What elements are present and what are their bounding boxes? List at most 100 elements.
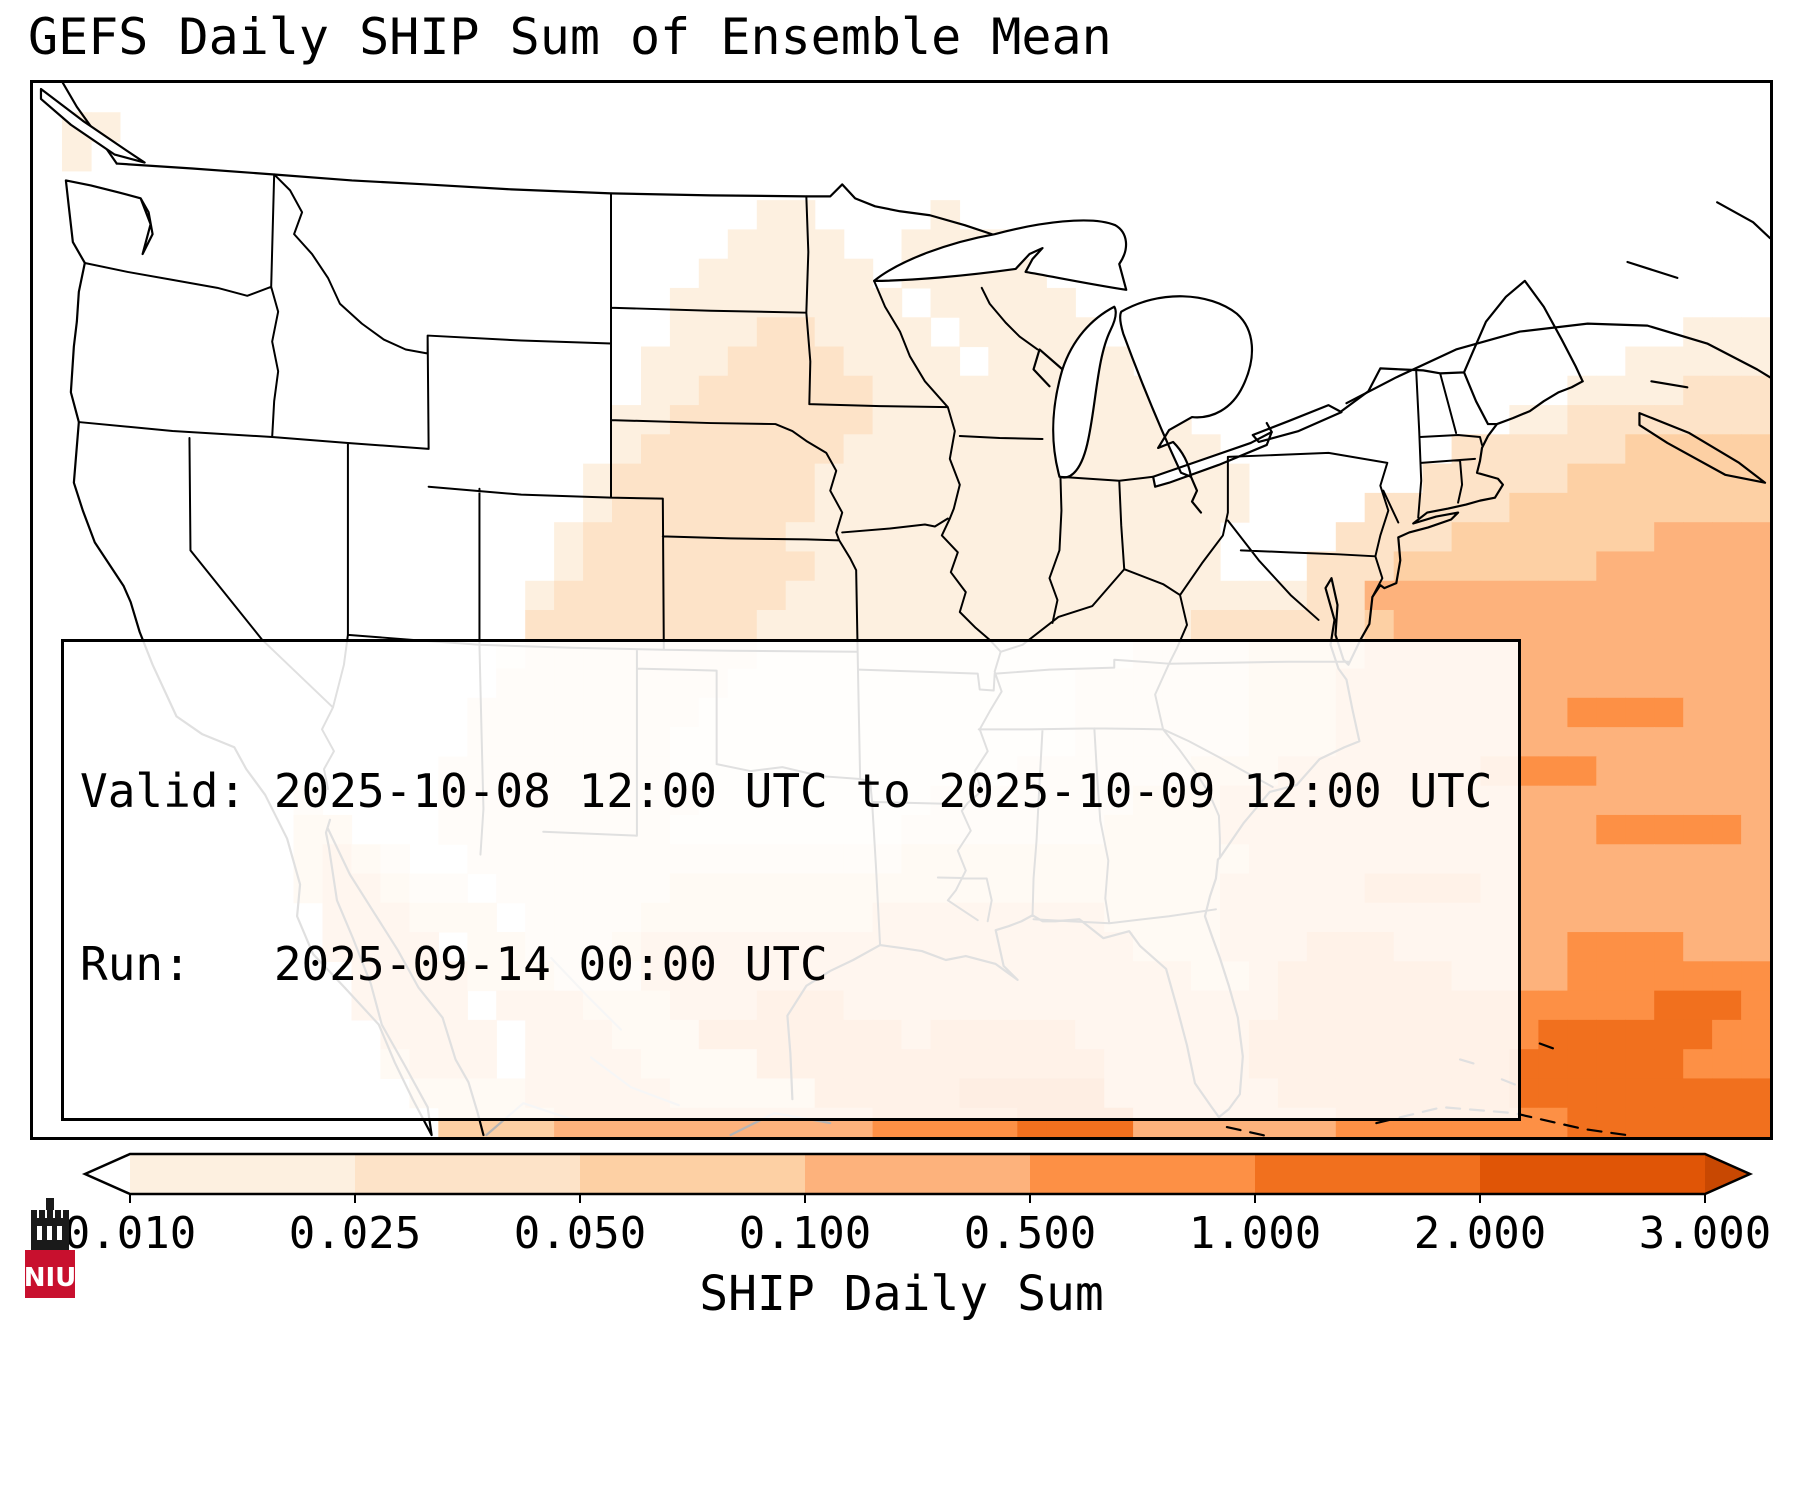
heat-cell xyxy=(1741,932,1770,962)
heat-cell xyxy=(988,580,1018,611)
heat-cell xyxy=(1393,580,1424,611)
heat-cell xyxy=(1625,785,1655,816)
heat-cell xyxy=(1741,697,1770,728)
heat-cell xyxy=(1654,814,1684,845)
heat-cell xyxy=(1712,580,1742,611)
heat-cell xyxy=(814,405,845,435)
heat-cell xyxy=(930,463,961,494)
heat-cell xyxy=(785,434,816,465)
heat-cell xyxy=(1451,610,1482,640)
heat-cell xyxy=(1654,639,1684,670)
heat-cell xyxy=(814,375,845,406)
heat-cell xyxy=(930,375,961,406)
heat-cell xyxy=(612,434,642,465)
heat-cell xyxy=(1451,463,1482,494)
heat-cell xyxy=(988,317,1018,348)
heat-cell xyxy=(1712,1078,1742,1109)
heat-cell xyxy=(1741,610,1770,640)
heat-cell xyxy=(1712,405,1742,435)
heat-cell xyxy=(669,551,700,582)
heat-cell xyxy=(1712,1049,1742,1080)
heat-cell xyxy=(930,551,961,582)
heat-cell xyxy=(1567,434,1597,465)
heat-cell xyxy=(1625,1049,1655,1080)
heat-cell xyxy=(988,463,1018,494)
heat-cell xyxy=(1538,668,1568,699)
heat-cell xyxy=(1538,580,1568,611)
colorbar-segment xyxy=(1030,1154,1255,1194)
heat-cell xyxy=(1509,551,1539,582)
heat-cell xyxy=(698,434,729,465)
heat-cell xyxy=(1712,756,1742,787)
heat-cell xyxy=(1538,932,1568,962)
heat-cell xyxy=(1683,580,1713,611)
heat-cell xyxy=(727,434,758,465)
heat-cell xyxy=(1712,610,1742,640)
heat-cell xyxy=(930,492,961,523)
heat-cell xyxy=(1741,346,1770,377)
heat-cell xyxy=(583,463,613,494)
heat-cell xyxy=(1075,551,1105,582)
heat-cell xyxy=(1393,610,1424,640)
heat-cell xyxy=(1017,522,1047,553)
heat-cell xyxy=(959,317,989,348)
heat-cell xyxy=(1567,1049,1597,1080)
heat-cell xyxy=(554,580,584,611)
heat-cell xyxy=(640,405,671,435)
heat-cell xyxy=(843,375,874,406)
niu-logo-crenellations xyxy=(31,1198,69,1218)
heat-cell xyxy=(1480,551,1511,582)
heat-cell xyxy=(901,551,932,582)
heat-cell xyxy=(727,580,758,611)
heat-cell xyxy=(785,610,816,640)
heat-cell xyxy=(1017,317,1047,348)
heat-cell xyxy=(843,287,874,318)
colorbar-tick-label: 3.000 xyxy=(1638,1208,1772,1259)
heat-cell xyxy=(1712,844,1742,875)
heat-cell xyxy=(1654,610,1684,640)
heat-cell xyxy=(1596,727,1626,757)
heat-cell xyxy=(872,287,903,318)
heat-cell xyxy=(1683,375,1713,406)
heat-cell xyxy=(1741,317,1770,348)
heat-cell xyxy=(1625,697,1655,728)
heat-cell xyxy=(843,346,874,377)
heat-cell xyxy=(1683,961,1713,992)
heat-cell xyxy=(843,258,874,289)
heat-cell xyxy=(1538,434,1568,465)
heat-cell xyxy=(872,580,903,611)
heat-cell xyxy=(872,551,903,582)
heat-cell xyxy=(1567,492,1597,523)
colorbar-segment xyxy=(130,1154,355,1194)
heat-cell xyxy=(1654,873,1684,904)
heat-cell xyxy=(1625,814,1655,845)
heat-cell xyxy=(1191,580,1221,611)
heat-cell xyxy=(872,434,903,465)
colorbar-tick-label: 0.025 xyxy=(288,1208,422,1259)
heat-cell xyxy=(930,287,961,318)
heat-cell xyxy=(1133,610,1163,640)
heat-cell xyxy=(1133,522,1163,553)
heat-cell xyxy=(872,610,903,640)
heat-cell xyxy=(1683,814,1713,845)
heat-cell xyxy=(1567,932,1597,962)
heat-cell xyxy=(1625,492,1655,523)
heat-cell xyxy=(1712,317,1742,348)
heat-cell xyxy=(1509,434,1539,465)
heat-cell xyxy=(669,492,700,523)
heat-cell xyxy=(756,434,787,465)
heat-cell xyxy=(930,580,961,611)
heat-cell xyxy=(901,434,932,465)
heat-cell xyxy=(814,580,845,611)
heat-cell xyxy=(1017,375,1047,406)
heat-cell xyxy=(669,580,700,611)
heat-cell xyxy=(1422,463,1453,494)
heat-cell xyxy=(1625,727,1655,757)
heat-cell xyxy=(698,346,729,377)
heat-cell xyxy=(1104,610,1134,640)
heat-cell xyxy=(1596,873,1626,904)
colorbar-segment xyxy=(805,1154,1030,1194)
heat-cell xyxy=(1596,814,1626,845)
heat-cell xyxy=(814,287,845,318)
heat-cell xyxy=(785,522,816,553)
